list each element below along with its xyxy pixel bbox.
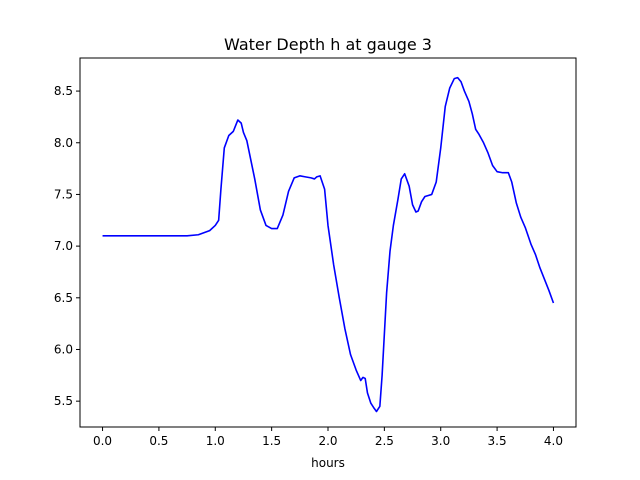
x-tick-label: 1.0 — [206, 434, 225, 448]
plot-area — [102, 76, 555, 413]
x-tick-label: 2.5 — [375, 434, 394, 448]
x-tick-label: 3.0 — [431, 434, 450, 448]
x-axis: 0.0 0.5 1.0 1.5 2.0 2.5 3.0 3.5 4.0 — [93, 427, 563, 448]
y-tick-label: 6.5 — [54, 291, 73, 305]
y-tick-label: 6.0 — [54, 342, 73, 356]
x-tick-label: 4.0 — [544, 434, 563, 448]
x-tick-label: 0.5 — [149, 434, 168, 448]
y-tick-label: 8.0 — [54, 136, 73, 150]
x-tick-label: 0.0 — [93, 434, 112, 448]
y-axis: 5.5 6.0 6.5 7.0 7.5 8.0 8.5 — [54, 84, 80, 408]
chart-title: Water Depth h at gauge 3 — [224, 35, 432, 54]
x-tick-label: 3.5 — [488, 434, 507, 448]
series-line-0 — [102, 76, 555, 413]
y-tick-label: 8.5 — [54, 84, 73, 98]
x-tick-label: 2.0 — [318, 434, 337, 448]
y-tick-label: 7.0 — [54, 239, 73, 253]
y-tick-label: 5.5 — [54, 394, 73, 408]
y-tick-label: 7.5 — [54, 187, 73, 201]
x-axis-label: hours — [311, 456, 345, 470]
x-tick-label: 1.5 — [262, 434, 281, 448]
